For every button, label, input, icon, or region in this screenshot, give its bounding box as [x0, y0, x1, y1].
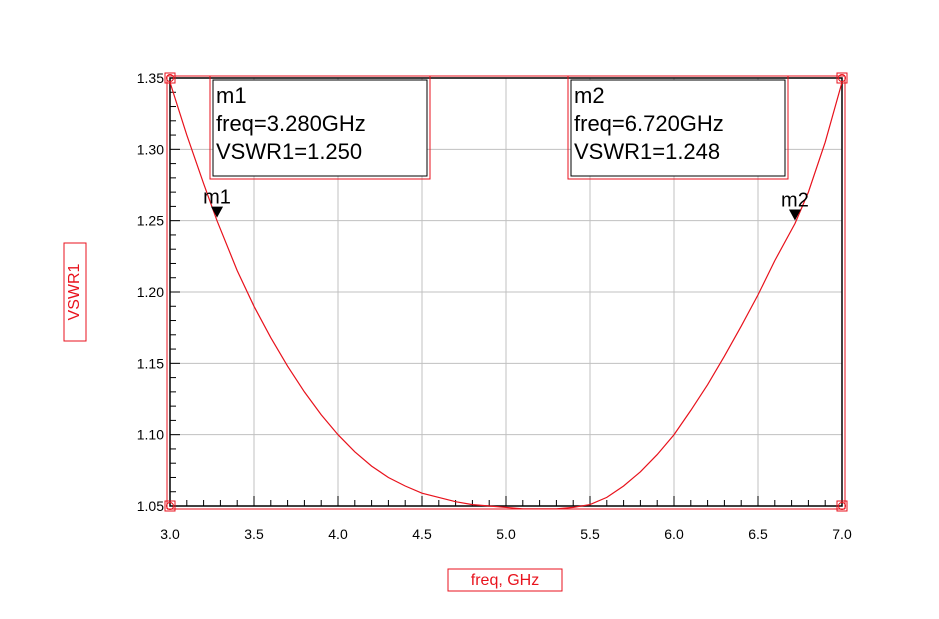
- m2-readout-box: [570, 79, 786, 177]
- x-tick-labels: 3.0 3.5 4.0 4.5 5.0 5.5 6.0 6.5 7.0: [160, 526, 852, 542]
- limit-square-marker: [836, 500, 848, 512]
- x-tick-label: 3.5: [244, 526, 264, 542]
- markers-layer: m1 freq=3.280GHz VSWR1=1.250 m1 m2 freq=6.720…: [166, 75, 846, 510]
- m2-marker-triangle: [788, 209, 801, 221]
- m2-readout-freq: freq=6.720GHz: [574, 111, 724, 136]
- y-tick-label: 1.10: [137, 427, 164, 443]
- y-tick-label: 1.35: [137, 70, 164, 86]
- x-tick-label: 4.5: [412, 526, 432, 542]
- y-tick-label: 1.30: [137, 141, 164, 157]
- m1-readout-value: VSWR1=1.250: [216, 139, 362, 164]
- m1-readout-freq: freq=3.280GHz: [216, 111, 366, 136]
- x-axis-label: freq, GHz: [471, 572, 539, 589]
- x-tick-label: 6.0: [664, 526, 684, 542]
- y-axis-label-group: VSWR1: [63, 242, 87, 342]
- vswr1-trace: [169, 82, 843, 510]
- m1-readout-box: [212, 79, 428, 177]
- y-tick-label: 1.15: [137, 355, 164, 371]
- m2-marker-label: m2: [781, 190, 809, 212]
- x-tick-label: 6.5: [748, 526, 768, 542]
- plot-frame: [169, 77, 843, 507]
- y-tick-label: 1.05: [137, 498, 164, 514]
- x-tick-label: 5.0: [496, 526, 516, 542]
- x-tick-label: 7.0: [832, 526, 852, 542]
- x-tick-label: 3.0: [160, 526, 180, 542]
- limit-square-marker: [164, 500, 176, 512]
- x-axis-label-group: freq, GHz: [447, 568, 563, 592]
- x-axis-label-box: [447, 568, 563, 592]
- m1-readout-name: m1: [216, 83, 247, 108]
- y-tick-label: 1.25: [137, 213, 164, 229]
- m1-box-outline: [209, 75, 431, 180]
- x-tick-label: 5.5: [580, 526, 600, 542]
- m2-box-outline: [567, 75, 789, 180]
- m1-marker-label: m1: [203, 187, 231, 209]
- m1-marker-triangle: [211, 206, 224, 218]
- m2-readout-name: m2: [574, 83, 605, 108]
- m2-readout-value: VSWR1=1.248: [574, 139, 720, 164]
- y-axis-label-box: [63, 242, 87, 342]
- y-tick-label: 1.20: [137, 284, 164, 300]
- y-tick-labels: 1.05 1.10 1.15 1.20 1.25 1.30 1.35: [137, 70, 164, 514]
- x-tick-label: 4.0: [328, 526, 348, 542]
- y-axis-label: VSWR1: [66, 263, 83, 320]
- limit-square-marker: [164, 72, 176, 84]
- limit-square-marker: [836, 72, 848, 84]
